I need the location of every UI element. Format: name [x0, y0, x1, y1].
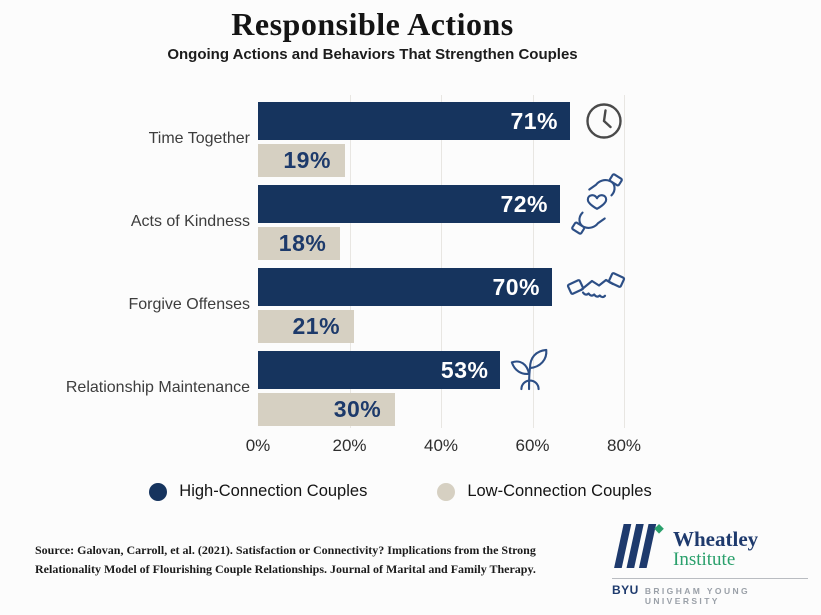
bar-high-connection: 72%	[258, 185, 560, 223]
bar-low-connection: 19%	[258, 144, 345, 177]
logo-lockup: Wheatley Institute	[612, 524, 808, 573]
wheatley-w-mark-icon	[612, 524, 664, 573]
logo-wordmark: Wheatley Institute	[673, 528, 758, 570]
bar-value-label: 30%	[333, 396, 382, 422]
category-label: Time Together	[148, 130, 250, 147]
clock-icon	[584, 101, 624, 141]
legend-swatch-high-connection	[149, 482, 168, 501]
bar-value-label: 71%	[510, 107, 558, 134]
x-axis-tick: 40%	[423, 436, 459, 455]
category-label: Relationship Maintenance	[65, 379, 250, 396]
bar-chart-plot-area: 71% 19% 72%	[246, 95, 641, 455]
gridline-40	[441, 95, 442, 428]
bar-value-label: 53%	[440, 356, 489, 383]
bar-value-label: 70%	[492, 273, 540, 300]
gridline-60	[532, 95, 534, 428]
bar-low-connection: 30%	[258, 393, 396, 426]
bar-value-label: 21%	[292, 313, 341, 339]
byu-wordmark: BYU	[612, 583, 639, 597]
legend-item-high-connection: High-Connection Couples	[149, 482, 367, 501]
logo-name-line1: Wheatley	[673, 526, 759, 551]
handshake-icon	[566, 268, 626, 306]
bar-group-forgive-offenses: 70% 21%	[258, 268, 626, 343]
x-axis-tick: 60%	[515, 436, 550, 455]
university-wordmark: BRIGHAM YOUNG UNIVERSITY	[644, 586, 751, 606]
x-axis-tick: 80%	[606, 436, 642, 455]
legend-swatch-low-connection	[437, 482, 456, 501]
seedling-icon	[508, 347, 552, 393]
legend-item-low-connection: Low-Connection Couples	[437, 482, 652, 501]
wheatley-institute-logo: Wheatley Institute BYU BRIGHAM YOUNG UNI…	[612, 524, 808, 606]
legend-label: Low-Connection Couples	[467, 482, 652, 500]
category-label: Acts of Kindness	[130, 213, 250, 230]
legend: High-Connection Couples Low-Connection C…	[0, 482, 821, 501]
category-label: Forgive Offenses	[128, 296, 250, 313]
bar-value-label: 72%	[500, 190, 548, 217]
bar-group-time-together: 71% 19%	[258, 102, 624, 177]
bar-low-connection: 18%	[258, 227, 341, 260]
page-subtitle: Ongoing Actions and Behaviors That Stren…	[167, 46, 578, 63]
gridline-20	[349, 95, 351, 428]
source-citation: Source: Galovan, Carroll, et al. (2021).…	[35, 541, 600, 578]
hands-holding-heart-icon	[570, 173, 624, 235]
gridline-80	[624, 95, 625, 428]
source-line-1: Source: Galovan, Carroll, et al. (2021).…	[35, 543, 536, 557]
bar-high-connection: 71%	[258, 102, 570, 140]
legend-label: High-Connection Couples	[179, 482, 368, 500]
bar-group-relationship-maintenance: 53% 30%	[258, 348, 624, 426]
bar-high-connection: 53%	[258, 351, 501, 389]
x-axis-tick: 20%	[332, 436, 367, 455]
logo-name-line2: Institute	[673, 548, 736, 570]
bar-value-label: 19%	[283, 147, 331, 173]
bar-low-connection: 21%	[258, 310, 355, 343]
bar-high-connection: 70%	[258, 268, 552, 306]
bar-value-label: 18%	[278, 230, 327, 256]
bar-group-acts-of-kindness: 72% 18%	[258, 173, 624, 260]
x-axis-tick: 0%	[245, 436, 271, 455]
page-title: Responsible Actions	[231, 6, 514, 42]
byu-line: BYU BRIGHAM YOUNG UNIVERSITY	[612, 583, 808, 606]
source-line-2: Relationality Model of Flourishing Coupl…	[35, 561, 536, 576]
logo-divider	[612, 578, 808, 579]
